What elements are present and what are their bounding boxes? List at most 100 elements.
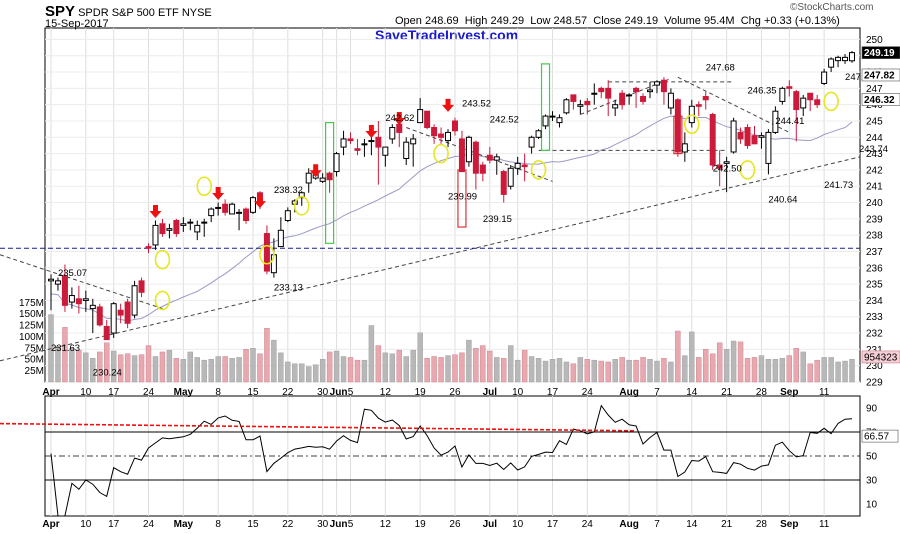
price-y-tick-label: 231: [866, 345, 883, 356]
candle-body: [653, 81, 660, 86]
moving-average-line: [50, 115, 853, 322]
candle-body: [451, 120, 458, 132]
volume-bar: [501, 358, 507, 383]
volume-bar: [793, 348, 799, 383]
chg-label: Chg: [740, 15, 761, 27]
price-y-tick-label: 238: [866, 231, 883, 242]
volume-bar: [417, 332, 423, 383]
price-annotation: 241.73: [824, 180, 853, 191]
volume-bar: [55, 346, 61, 383]
candle-body: [479, 164, 486, 174]
symbol: SPY: [45, 3, 76, 20]
price-x-tick-label: 28: [756, 387, 768, 398]
volume-bar: [257, 353, 263, 383]
price-y-tick-label: 234: [866, 296, 883, 307]
candle-body: [598, 87, 605, 93]
volume-bar: [563, 361, 570, 383]
yellow-circle: [530, 160, 547, 180]
volume-y-tick-label: 25M: [25, 366, 44, 377]
volume-bar: [633, 359, 639, 383]
rsi-trendline: [0, 422, 637, 432]
exchange: NYSE: [181, 7, 212, 19]
volume-bar: [312, 364, 319, 383]
candle-body: [542, 115, 549, 127]
candle-body: [584, 100, 591, 106]
price-x-tick-label: 12: [380, 387, 392, 398]
volume-bar: [737, 341, 744, 383]
price-y-tick-label: 240: [866, 198, 883, 209]
price-annotation: 247.10: [845, 72, 874, 83]
price-annotation: 231.63: [51, 343, 80, 354]
volume-bar: [487, 350, 493, 383]
candle-body: [277, 229, 284, 248]
volume-bar: [271, 339, 277, 383]
volume-bar: [661, 358, 667, 383]
rsi-x-tick-label: 10: [512, 519, 524, 530]
volume-bar: [173, 358, 180, 383]
candle-body: [410, 138, 417, 145]
candle-body: [396, 123, 403, 133]
candle-body: [730, 120, 737, 153]
candle-body: [103, 326, 110, 341]
candle-body: [577, 104, 584, 107]
price-x-tick-label: 10: [80, 387, 92, 398]
yellow-circle: [259, 244, 275, 265]
candle-body: [375, 136, 382, 148]
candle-body: [640, 96, 647, 102]
volume-bar: [849, 359, 855, 383]
candle-body: [180, 223, 187, 226]
volume-bar: [110, 350, 117, 383]
price-x-tick-label: Apr: [42, 387, 59, 398]
candle-body: [222, 203, 229, 213]
volume-bar: [159, 351, 166, 383]
rsi-x-tick-label: 17: [108, 519, 120, 530]
volume-bar: [459, 352, 465, 383]
candle-body: [298, 192, 305, 199]
volume-bar: [424, 358, 430, 383]
volume-bar: [765, 359, 772, 383]
yellow-circle: [196, 176, 213, 197]
price-x-tick-label: 22: [282, 387, 294, 398]
volume-bar: [187, 351, 194, 383]
volume-bar: [786, 355, 793, 383]
candle-body: [431, 127, 438, 137]
price-annotation: 242.62: [385, 113, 414, 124]
candle-body: [215, 206, 222, 209]
volume-bar: [619, 357, 625, 383]
open-label: Open: [395, 15, 422, 27]
volume-bar: [452, 354, 458, 383]
volume-bar: [528, 356, 535, 383]
rsi-x-tick-label: 5: [348, 519, 354, 530]
rsi-x-tick-label: 28: [756, 519, 768, 530]
green-box: [540, 63, 551, 151]
volume-bar: [152, 356, 159, 383]
volume-bar: [807, 363, 813, 383]
yellow-circle: [433, 143, 449, 164]
volume-label: Volume: [664, 15, 701, 27]
price-annotation: 243.74: [859, 144, 888, 155]
price-tag: [861, 46, 900, 59]
volume-bar: [696, 357, 702, 383]
candle-body: [152, 224, 159, 246]
price-x-tick-label: 5: [348, 387, 354, 398]
rsi-x-tick-label: Aug: [619, 519, 638, 530]
ohlc-readout: Open 248.69 High 249.29 Low 248.57 Close…: [395, 15, 840, 27]
volume-bar: [117, 354, 124, 383]
candle-body: [493, 156, 500, 161]
price-y-tick-label: 242: [866, 165, 883, 176]
open-value: 248.69: [424, 15, 459, 27]
candle-body: [765, 131, 772, 164]
candle-body: [201, 221, 208, 224]
candle-body: [208, 208, 215, 217]
security-name: SPDR S&P 500 ETF: [78, 7, 179, 19]
volume-bar: [90, 358, 96, 383]
volume-bar: [306, 366, 312, 383]
candle-body: [751, 135, 758, 145]
rsi-y-tick-label: 10: [866, 500, 878, 511]
price-panel-frame: [44, 27, 861, 383]
candle-body: [368, 140, 375, 143]
volume-bar: [347, 357, 354, 383]
volume-bar: [668, 361, 674, 383]
price-y-tick-label: 239: [866, 214, 883, 225]
